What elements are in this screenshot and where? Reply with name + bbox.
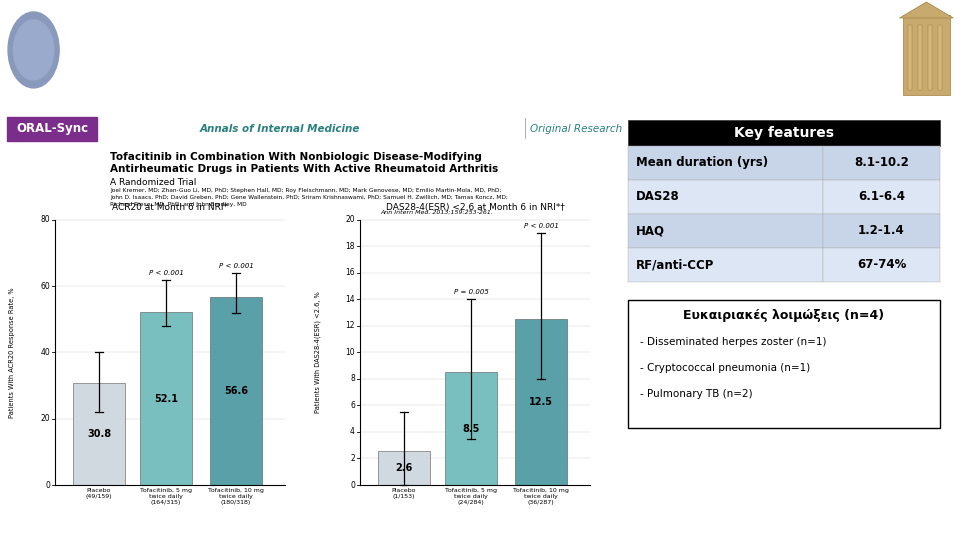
Bar: [628, 180, 823, 214]
Text: 2: 2: [350, 454, 355, 463]
Text: 20: 20: [40, 414, 50, 423]
Text: 2.6: 2.6: [396, 463, 413, 472]
Text: - Cryptococcal pneumonia (n=1): - Cryptococcal pneumonia (n=1): [640, 363, 810, 373]
Text: 40: 40: [40, 348, 50, 357]
Bar: [378, 450, 430, 485]
Text: Ann Intern Med. 2013;159:253-261.: Ann Intern Med. 2013;159:253-261.: [380, 210, 492, 215]
Text: 80: 80: [40, 215, 50, 225]
Text: 60: 60: [40, 282, 50, 291]
Text: P < 0.001: P < 0.001: [523, 223, 559, 229]
Bar: [628, 214, 823, 248]
Text: ACR20 at Month 6 in NRI*: ACR20 at Month 6 in NRI*: [112, 203, 228, 212]
Text: 18: 18: [346, 242, 355, 251]
Text: Αποτελεσματικότητα – ασφάλεια: Αποτελεσματικότητα – ασφάλεια: [263, 65, 697, 91]
Text: P < 0.001: P < 0.001: [219, 263, 253, 269]
Text: 14: 14: [346, 295, 355, 304]
Text: Placebo
(1/153): Placebo (1/153): [392, 488, 417, 499]
Text: - Disseminated herpes zoster (n=1): - Disseminated herpes zoster (n=1): [640, 337, 827, 347]
Polygon shape: [900, 2, 953, 18]
Bar: [628, 120, 940, 146]
Text: Ευκαιριακές λοιμώξεις (n=4): Ευκαιριακές λοιμώξεις (n=4): [684, 309, 884, 322]
Text: P < 0.001: P < 0.001: [149, 269, 183, 275]
Bar: [73, 383, 125, 485]
Text: Joel Kremer, MD; Zhan-Guo Li, MD, PhD; Stephen Hall, MD; Roy Fleischmann, MD; Ma: Joel Kremer, MD; Zhan-Guo Li, MD, PhD; S…: [110, 188, 501, 193]
Text: 4: 4: [350, 428, 355, 436]
Text: Richard Riese, MD, PhD; and John Bradley, MD: Richard Riese, MD, PhD; and John Bradley…: [110, 202, 247, 207]
Text: Tofacitinib, 5 mg
twice daily
(164/315): Tofacitinib, 5 mg twice daily (164/315): [140, 488, 192, 504]
Text: 8.5: 8.5: [463, 424, 480, 434]
Bar: [823, 180, 940, 214]
Text: 8.1-10.2: 8.1-10.2: [854, 157, 909, 170]
Bar: [140, 312, 192, 485]
Text: MTX-IR: TOF+MTX vs. MTX:: MTX-IR: TOF+MTX vs. MTX:: [277, 19, 683, 45]
Text: 56.6: 56.6: [224, 386, 248, 396]
Bar: [445, 373, 497, 485]
Circle shape: [13, 20, 54, 80]
Text: 10: 10: [346, 348, 355, 357]
Text: RF/anti-CCP: RF/anti-CCP: [636, 259, 714, 272]
Text: DAS28-4(ESR) <2.6 at Month 6 in NRI*†: DAS28-4(ESR) <2.6 at Month 6 in NRI*†: [386, 203, 564, 212]
Bar: [628, 300, 940, 428]
Text: 12: 12: [346, 321, 355, 330]
Text: 0: 0: [45, 481, 50, 489]
Text: 6: 6: [350, 401, 355, 410]
Text: DAS28: DAS28: [636, 191, 680, 204]
Text: Patients With ACR20 Response Rate, %: Patients With ACR20 Response Rate, %: [9, 287, 15, 418]
Text: Tofacitinib in Combination With Nonbiologic Disease-Modifying
Antirheumatic Drug: Tofacitinib in Combination With Nonbiolo…: [110, 152, 498, 173]
Text: John D. Isaacs, PhD; David Greben, PhD; Gene Wallenstein, PhD; Sriram Krishnaswa: John D. Isaacs, PhD; David Greben, PhD; …: [110, 195, 508, 200]
Text: Annals of Internal Medicine: Annals of Internal Medicine: [200, 124, 360, 134]
Text: ORAL-Sync: ORAL-Sync: [16, 123, 88, 136]
Text: 67-74%: 67-74%: [857, 259, 906, 272]
Bar: [823, 214, 940, 248]
Text: 16: 16: [346, 268, 355, 278]
Text: Patients With DAS28-4(ESR) <2.6, %: Patients With DAS28-4(ESR) <2.6, %: [315, 292, 322, 413]
FancyBboxPatch shape: [7, 117, 97, 141]
Text: 20: 20: [346, 215, 355, 225]
Text: - Pulmonary TB (n=2): - Pulmonary TB (n=2): [640, 389, 753, 399]
Text: 1.2-1.4: 1.2-1.4: [858, 225, 905, 238]
Text: Key features: Key features: [734, 126, 834, 140]
Text: 8: 8: [350, 374, 355, 383]
Bar: [938, 25, 942, 90]
Text: Tofacitinib, 10 mg
twice daily
(36/287): Tofacitinib, 10 mg twice daily (36/287): [513, 488, 569, 504]
Text: 12.5: 12.5: [529, 397, 553, 407]
Bar: [918, 25, 922, 90]
Bar: [210, 298, 262, 485]
Polygon shape: [903, 15, 949, 95]
Circle shape: [8, 12, 60, 88]
Bar: [927, 25, 932, 90]
Text: Tofacitinib, 5 mg
twice daily
(24/284): Tofacitinib, 5 mg twice daily (24/284): [445, 488, 497, 504]
Bar: [628, 248, 823, 282]
Bar: [628, 146, 823, 180]
Bar: [823, 146, 940, 180]
Text: A Randomized Trial: A Randomized Trial: [110, 178, 197, 187]
Bar: [907, 25, 912, 90]
Text: HAQ: HAQ: [636, 225, 665, 238]
Text: Tofacitinib, 10 mg
twice daily
(180/318): Tofacitinib, 10 mg twice daily (180/318): [208, 488, 264, 504]
Text: 30.8: 30.8: [87, 429, 111, 439]
Text: Placebo
(49/159): Placebo (49/159): [85, 488, 112, 499]
Text: 52.1: 52.1: [154, 394, 178, 404]
Text: 0: 0: [350, 481, 355, 489]
Text: Mean duration (yrs): Mean duration (yrs): [636, 157, 768, 170]
Text: 6.1-6.4: 6.1-6.4: [858, 191, 905, 204]
Text: Original Research: Original Research: [530, 124, 622, 134]
Bar: [515, 319, 567, 485]
Text: P = 0.005: P = 0.005: [453, 289, 489, 295]
Bar: [823, 248, 940, 282]
